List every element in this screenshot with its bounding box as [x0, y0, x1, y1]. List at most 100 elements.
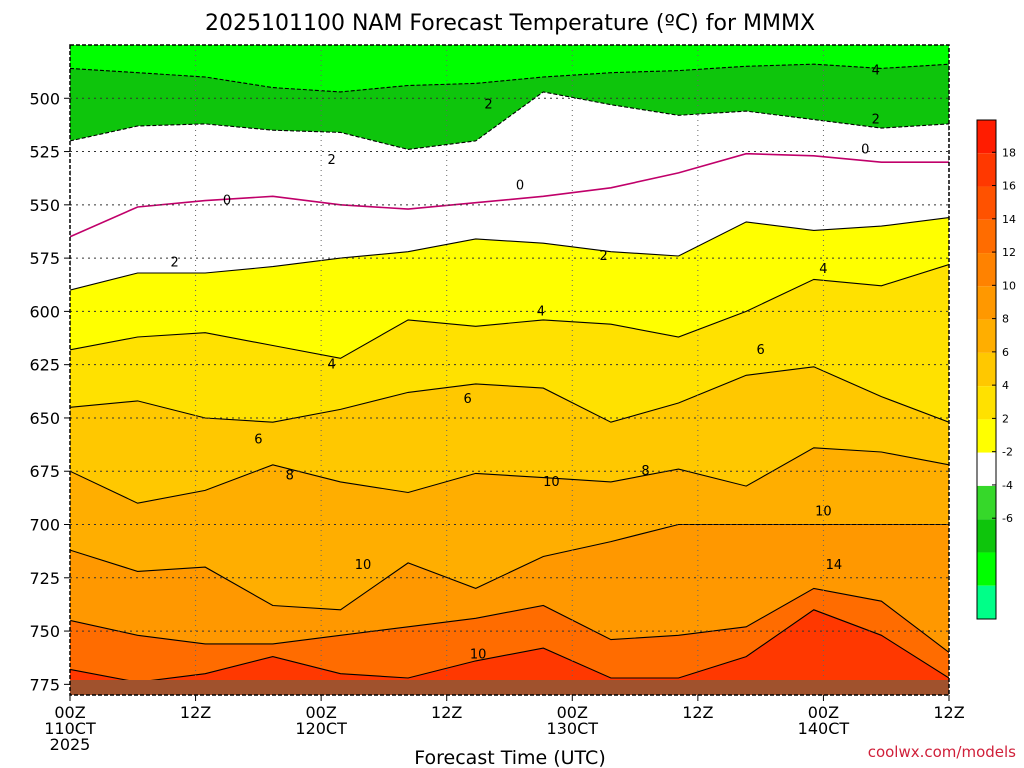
contour-label: 10	[543, 475, 560, 490]
x-tick-label: 00Z	[54, 703, 85, 722]
band-3	[70, 217, 949, 359]
colorbar-segment	[977, 352, 996, 387]
x-tick-label: 130CT	[547, 719, 599, 738]
colorbar-segment	[977, 120, 996, 154]
credit-text[interactable]: coolwx.com/models	[868, 743, 1016, 761]
y-tick-label: 575	[29, 249, 60, 268]
band-above-4	[70, 45, 949, 92]
x-tick-label: 140CT	[798, 719, 850, 738]
contour-label: 4	[872, 64, 880, 79]
plot-frame	[69, 44, 950, 696]
x-axis-label: Forecast Time (UTC)	[414, 747, 605, 768]
contour-label: 6	[464, 392, 472, 407]
x-tick-label: 12Z	[431, 703, 462, 722]
contour-label: 0	[516, 179, 524, 194]
isotherm-12	[70, 587, 949, 653]
band-6	[70, 447, 949, 610]
colorbar-label: 6	[1002, 346, 1009, 359]
isotherm-2	[70, 91, 949, 150]
x-tick-label: 00Z	[305, 703, 336, 722]
band-8	[70, 588, 949, 683]
isotherm-lines	[70, 63, 949, 683]
x-tick-label: 00Z	[557, 703, 588, 722]
isotherm-0	[70, 152, 949, 238]
contour-label: 2	[872, 113, 880, 128]
colorbar-label: 18	[1002, 146, 1016, 159]
y-tick-label: 625	[29, 356, 60, 375]
colorbar-segment	[977, 485, 996, 520]
x-tick-label: 12Z	[180, 703, 211, 722]
y-tick-label: 600	[29, 302, 60, 321]
y-tick-label: 675	[29, 462, 60, 481]
isotherm-4	[70, 63, 949, 93]
isotherm-14	[70, 609, 949, 683]
contour-label: 14	[826, 558, 843, 573]
contour-label: 4	[537, 304, 545, 319]
contour-label: 4	[327, 358, 335, 373]
band-2	[70, 153, 949, 291]
colorbar-label: -2	[1002, 446, 1013, 459]
colorbar-label: -4	[1002, 479, 1013, 492]
chart-title: 2025101100 NAM Forecast Temperature (ºC)…	[205, 11, 815, 36]
colorbar-label: -6	[1002, 512, 1013, 525]
colorbar-label: 4	[1002, 379, 1009, 392]
contour-label: 2	[171, 255, 179, 270]
grid-lines	[70, 45, 949, 695]
colorbar-label: 2	[1002, 412, 1009, 425]
contour-label: 6	[757, 343, 765, 358]
colorbar-label: 12	[1002, 246, 1016, 259]
isotherm-4	[70, 263, 949, 359]
y-axis: 500 525 550 575 600 625 650 675 700 725 750 775	[29, 89, 70, 694]
contour-label: 2	[327, 153, 335, 168]
y-tick-label: 500	[29, 89, 60, 108]
isotherm-6	[70, 366, 949, 423]
y-tick-label: 550	[29, 196, 60, 215]
colorbar-segment	[977, 319, 996, 353]
contour-label: 2	[484, 98, 492, 113]
contour-label: 10	[815, 505, 832, 520]
band-1	[70, 91, 949, 237]
terrain-ground	[70, 680, 949, 695]
y-tick-label: 750	[29, 622, 60, 641]
isotherm-2	[70, 217, 949, 291]
contour-label: 2	[600, 249, 608, 264]
colorbar-segment	[977, 186, 996, 220]
colorbar-frame	[976, 119, 997, 620]
y-tick-label: 775	[29, 675, 60, 694]
contour-label: 10	[355, 558, 372, 573]
band-warmest	[70, 609, 949, 695]
colorbar-segment	[977, 286, 996, 320]
band-7	[70, 524, 949, 653]
colorbar: 18 16 14 12 10 8 6 4 2 -2 -4 -6	[976, 119, 1016, 620]
x-tick-label: 12Z	[682, 703, 713, 722]
x-tick-label: 2025	[50, 735, 91, 754]
isotherm-8	[70, 447, 949, 504]
y-tick-label: 700	[29, 516, 60, 535]
y-tick-label: 650	[29, 409, 60, 428]
colorbar-segment	[977, 519, 996, 553]
colorbar-label: 10	[1002, 279, 1016, 292]
colorbar-segment	[977, 552, 996, 586]
y-tick-label: 725	[29, 569, 60, 588]
x-tick-label: 120CT	[295, 719, 347, 738]
contour-label: 8	[641, 464, 649, 479]
colorbar-segment	[977, 386, 996, 420]
colorbar-label: 14	[1002, 213, 1016, 226]
x-tick-label: 110CT	[44, 719, 96, 738]
contour-label: 0	[223, 194, 231, 209]
band-5	[70, 366, 949, 504]
colorbar-segment	[977, 419, 996, 453]
band-0	[70, 64, 949, 150]
band-4	[70, 264, 949, 423]
contour-label: 10	[470, 648, 487, 663]
temperature-fill-bands	[70, 45, 949, 695]
contour-label: 8	[286, 468, 294, 483]
colorbar-segment	[977, 253, 996, 287]
colorbar-segment	[977, 452, 996, 486]
x-tick-label: 00Z	[808, 703, 839, 722]
colorbar-label: 8	[1002, 313, 1009, 326]
colorbar-label: 16	[1002, 180, 1016, 193]
